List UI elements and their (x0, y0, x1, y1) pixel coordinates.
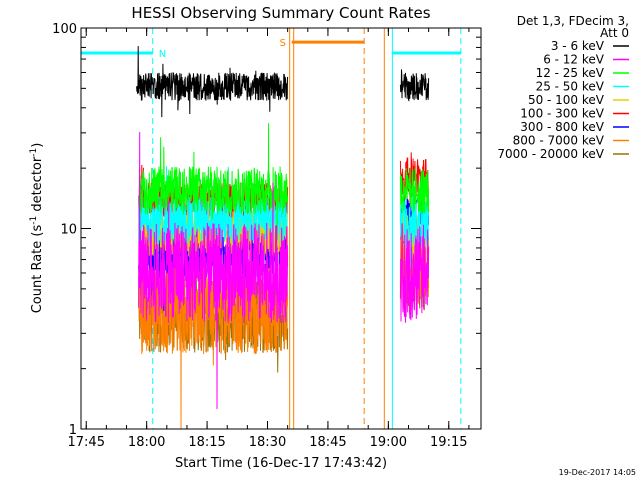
series-line-6-12keV-0 (138, 131, 289, 410)
chart-title: HESSI Observing Summary Count Rates (131, 4, 430, 22)
y-axis-label-sup1: -1 (29, 216, 39, 225)
legend-label-2: 12 - 25 keV (536, 66, 605, 80)
x-tick-label-1: 18:00 (128, 435, 165, 450)
y-axis-label-mid: detector (30, 156, 45, 216)
x-tick-label-2: 18:15 (188, 435, 225, 450)
legend-header-line2: Att 0 (600, 26, 629, 40)
y-axis-label-main: Count Rate (s (30, 225, 45, 314)
x-tick-label-4: 18:45 (309, 435, 346, 450)
axes: 17:45 18:00 18:15 18:30 18:45 19:00 19:15 1 10 10… (52, 22, 481, 450)
y-axis-label: Count Rate (s-1 detector-1) (29, 143, 45, 314)
x-axis-label: Start Time (16-Dec-17 17:43:42) (175, 456, 387, 471)
flag-label-N: N (159, 49, 166, 60)
series-line-12-25keV-1 (399, 167, 430, 214)
legend-label-4: 50 - 100 keV (528, 93, 605, 107)
legend-label-0: 3 - 6 keV (551, 39, 605, 53)
legend-label-7: 800 - 7000 keV (513, 134, 605, 148)
plot-area: NS (80, 28, 462, 430)
y-axis-label-end: ) (30, 143, 45, 148)
x-tick-label-0: 17:45 (68, 435, 105, 450)
date-stamp: 19-Dec-2017 14:05 (559, 468, 636, 477)
legend-label-1: 6 - 12 keV (543, 53, 605, 67)
series-line-12-25keV-0 (138, 123, 289, 240)
y-tick-label-1: 10 (60, 223, 77, 238)
y-axis-label-sup2: -1 (29, 148, 39, 157)
x-tick-label-6: 19:15 (430, 435, 467, 450)
legend-label-6: 300 - 800 keV (520, 120, 604, 134)
series-line-3-6keV-1 (399, 69, 430, 102)
legend-label-5: 100 - 300 keV (520, 107, 604, 121)
y-tick-label-2: 100 (52, 22, 77, 37)
legend-label-3: 25 - 50 keV (536, 80, 605, 94)
x-tick-label-5: 19:00 (370, 435, 407, 450)
x-tick-label-3: 18:30 (249, 435, 286, 450)
legend-header-line1: Det 1,3, FDecim 3, (517, 14, 629, 28)
series-line-800-7000keV-0 (138, 235, 289, 430)
flag-label-S: S (280, 38, 286, 49)
legend-label-8: 7000 - 20000 keV (497, 147, 604, 161)
series-line-6-12keV-1 (399, 223, 430, 323)
y-tick-label-0: 1 (69, 423, 77, 438)
series-line-3-6keV-0 (136, 46, 289, 118)
